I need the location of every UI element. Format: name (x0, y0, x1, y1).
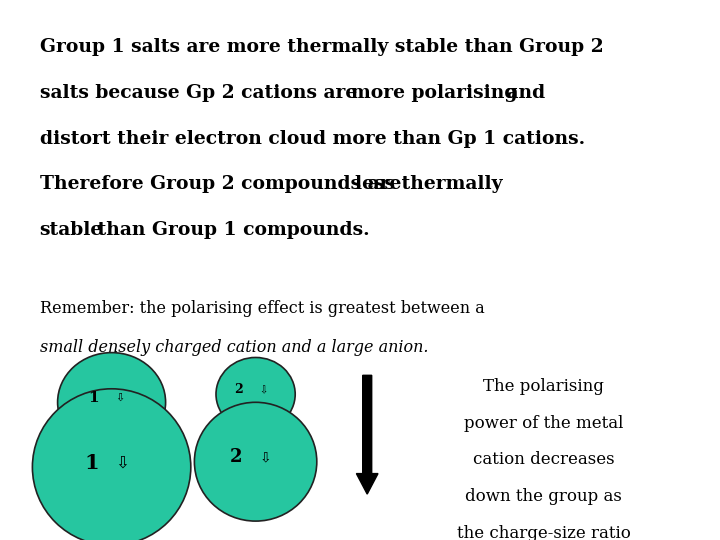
Text: distort their electron cloud more than Gp 1 cations.: distort their electron cloud more than G… (40, 130, 585, 147)
Ellipse shape (216, 357, 295, 431)
Text: power of the metal: power of the metal (464, 415, 624, 431)
Text: Therefore Group 2 compounds are: Therefore Group 2 compounds are (40, 176, 408, 193)
Text: 1: 1 (84, 453, 99, 473)
Text: less thermally: less thermally (355, 176, 503, 193)
Text: small densely charged cation and a large anion.: small densely charged cation and a large… (40, 339, 428, 355)
Text: than Group 1 compounds.: than Group 1 compounds. (91, 221, 370, 239)
Text: more polarising: more polarising (351, 84, 517, 102)
Text: 2: 2 (230, 448, 243, 467)
Ellipse shape (58, 353, 166, 452)
Text: cation decreases: cation decreases (473, 451, 614, 468)
FancyArrow shape (356, 375, 378, 494)
Text: ⇩: ⇩ (259, 385, 267, 395)
Text: 1: 1 (88, 391, 99, 405)
Text: Remember: the polarising effect is greatest between a: Remember: the polarising effect is great… (40, 300, 485, 316)
Ellipse shape (32, 389, 191, 540)
Text: down the group as: down the group as (465, 488, 622, 505)
Text: and: and (500, 84, 546, 102)
Text: 2: 2 (234, 383, 243, 396)
Ellipse shape (194, 402, 317, 521)
Text: The polarising: The polarising (483, 378, 604, 395)
Text: ⇩: ⇩ (115, 454, 129, 472)
Text: salts because Gp 2 cations are: salts because Gp 2 cations are (40, 84, 364, 102)
Text: ⇩: ⇩ (115, 393, 125, 403)
Text: stable: stable (40, 221, 103, 239)
Text: ⇩: ⇩ (259, 450, 271, 464)
Text: Group 1 salts are more thermally stable than Group 2: Group 1 salts are more thermally stable … (40, 38, 603, 56)
Text: the charge-size ratio: the charge-size ratio (456, 525, 631, 540)
